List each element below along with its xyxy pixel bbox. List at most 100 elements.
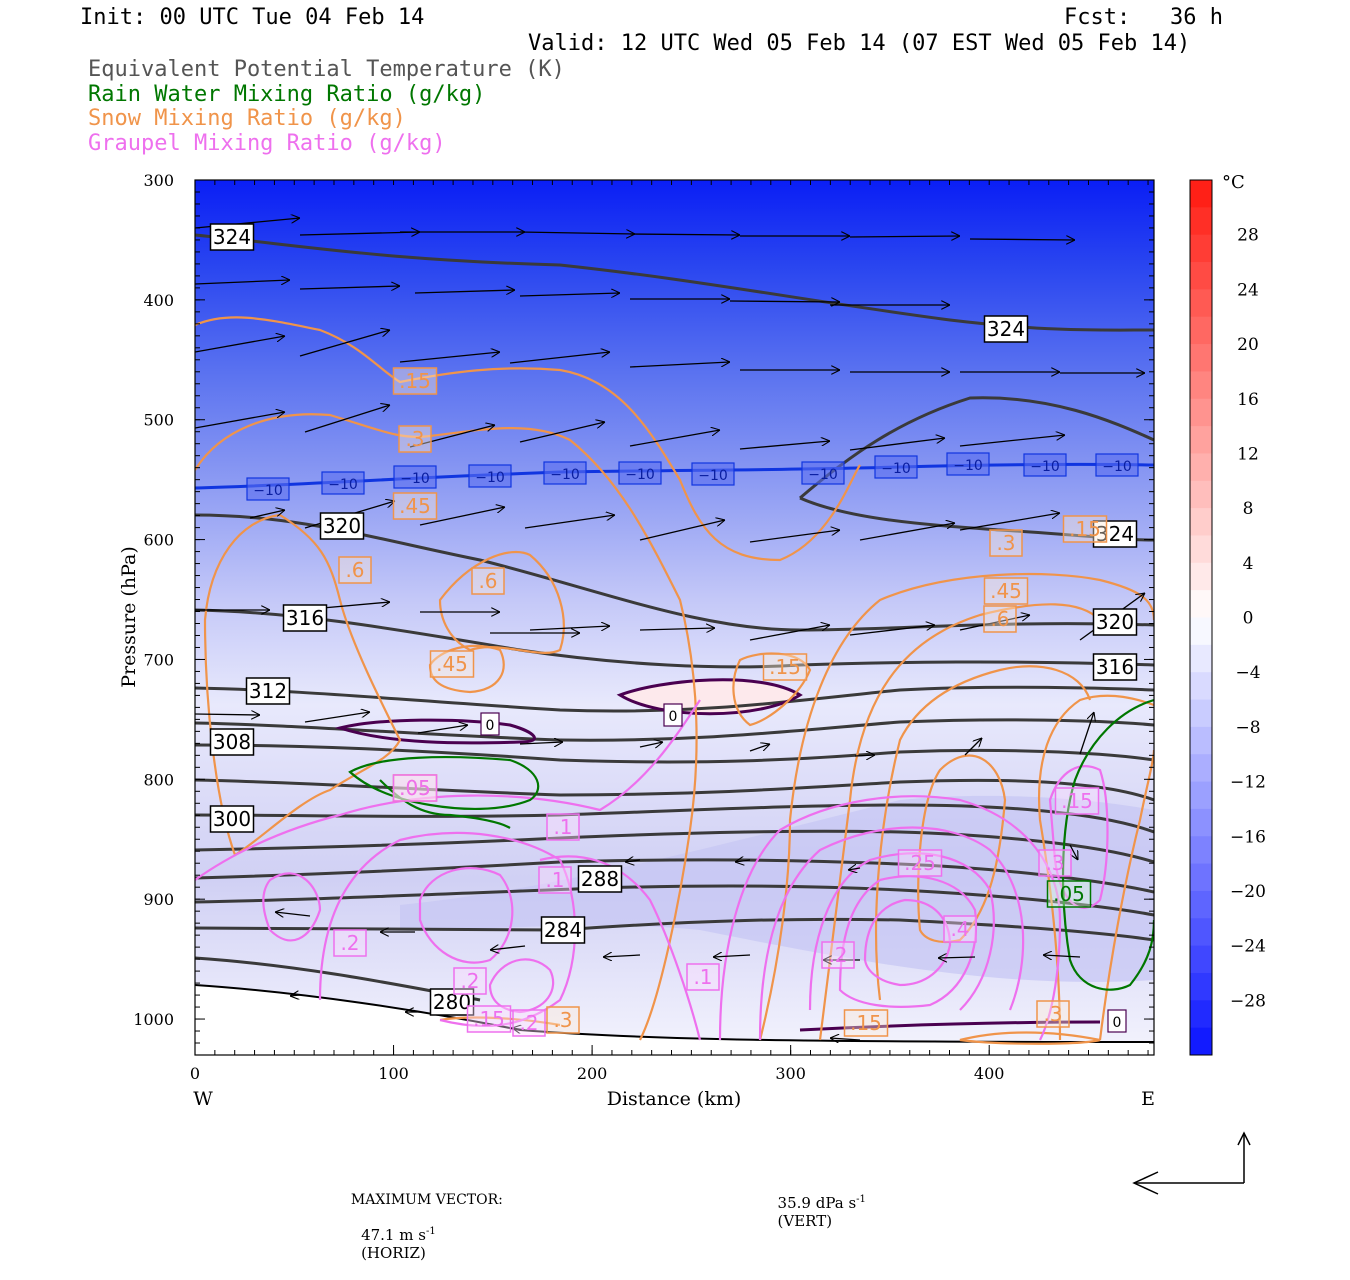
isotherm-label-text: −10	[808, 467, 838, 483]
isotherm-label-text: −10	[475, 470, 505, 486]
isotherm-label-text: −10	[698, 468, 728, 484]
colorbar-segment	[1190, 617, 1212, 646]
graupel-label-text: .2	[828, 943, 847, 967]
theta-e-label-text: 300	[213, 807, 251, 831]
snow-label-text: .6	[990, 607, 1009, 631]
theta-e-label-box	[209, 223, 255, 251]
snow-label-text: .45	[990, 579, 1022, 603]
colorbar-tick-label: 24	[1237, 280, 1259, 300]
theta-e-label: 320	[319, 512, 365, 540]
colorbar-tick-label: −16	[1230, 827, 1266, 847]
snow-label: .45	[429, 650, 475, 678]
snow-label-box	[843, 1009, 889, 1037]
isotherm-label: −10	[874, 455, 918, 479]
snow-label: .45	[392, 492, 438, 520]
snow-label: .6	[983, 605, 1017, 633]
max-horiz-unit: (HORIZ)	[361, 1244, 426, 1262]
colorbar-segment	[1190, 344, 1212, 372]
colorbar-segment	[1190, 918, 1212, 947]
theta-e-label: 284	[540, 916, 586, 944]
snow-label-box	[392, 492, 438, 520]
colorbar-segment	[1190, 316, 1212, 345]
theta-e-label-text: 288	[581, 867, 619, 891]
colorbar-segment	[1190, 1000, 1212, 1029]
isotherm-label-box	[543, 461, 587, 485]
isotherm-label-box	[1095, 453, 1139, 477]
x-tick-label: 100	[378, 1064, 409, 1083]
theta-e-label: 324	[209, 223, 255, 251]
isotherm-label: −10	[321, 471, 365, 495]
snow-label-text: .05	[399, 776, 431, 800]
theta-e-label-box	[1092, 608, 1138, 636]
graupel-label-box	[538, 866, 572, 894]
snow-label-box	[983, 605, 1017, 633]
snow-label-text: .45	[436, 652, 468, 676]
theta-e-label-text: 312	[249, 679, 287, 703]
theta-e-label-box	[540, 916, 586, 944]
isotherm-label: −10	[618, 461, 662, 485]
isotherm-label-box	[801, 461, 845, 485]
colorbar-segment	[1190, 726, 1212, 755]
isotherm-label: −10	[393, 465, 437, 489]
snow-label-text: .45	[399, 494, 431, 518]
theta-e-label: 288	[577, 865, 623, 893]
isotherm-label: −10	[1023, 453, 1067, 477]
snow-label-box	[546, 1006, 580, 1034]
snow-label-text: .6	[478, 569, 497, 593]
snow-label-text: .15	[399, 369, 431, 393]
rain-label: .05	[1046, 880, 1092, 908]
forecast-hour: Fcst: 36 h	[1064, 5, 1223, 30]
colorbar-segment	[1190, 234, 1212, 263]
colorbar-segment	[1190, 972, 1212, 1001]
isotherm-label: −10	[246, 477, 290, 501]
theta-e-label-text: 324	[987, 317, 1025, 341]
isotherm-label-box	[618, 461, 662, 485]
legend-theta-e: Equivalent Potential Temperature (K)	[88, 57, 565, 82]
colorbar-segment	[1190, 863, 1212, 892]
snow-label-text: .15	[1069, 517, 1101, 541]
graupel-label-box	[686, 963, 720, 991]
isotherm-label-box	[946, 452, 990, 476]
theta-e-label-box	[209, 728, 255, 756]
colorbar-segment	[1190, 453, 1212, 482]
init-time: Init: 00 UTC Tue 04 Feb 14	[80, 5, 425, 30]
colorbar-tick-label: 12	[1237, 444, 1259, 464]
snow-label: .15	[762, 653, 808, 681]
graupel-label: .15	[466, 1005, 512, 1033]
isotherm-label-box	[468, 464, 512, 488]
graupel-label-text: .1	[545, 868, 564, 892]
snow-label-box	[471, 567, 505, 595]
isotherm-label-text: −10	[328, 477, 358, 493]
reference-vector	[1132, 1131, 1251, 1195]
axis-ticks: 0 100 200 300 400 300 400 500 600 700 800 900 1000	[133, 171, 1154, 1083]
zero-degree-label: 0	[1107, 1009, 1127, 1033]
snow-label-text: .3	[405, 427, 424, 451]
graupel-label-box	[453, 967, 487, 995]
theta-e-label-box	[983, 315, 1029, 343]
graupel-label: .2	[453, 967, 487, 995]
graupel-label: .2	[821, 941, 855, 969]
graupel-label: .3	[1038, 849, 1072, 877]
x-tick-label: 300	[775, 1064, 806, 1083]
snow-label-box	[338, 556, 372, 584]
y-tick-label: 1000	[133, 1010, 174, 1029]
graupel-label-text: .05	[399, 776, 431, 800]
isotherm-label-box	[393, 465, 437, 489]
graupel-label-box	[1038, 849, 1072, 877]
snow-label: .6	[338, 556, 372, 584]
theta-e-label-text: 316	[286, 606, 324, 630]
graupel-label-box	[821, 941, 855, 969]
y-axis-title: Pressure (hPa)	[118, 546, 140, 688]
snow-label: .3	[1036, 1000, 1070, 1028]
theta-e-label-box	[319, 512, 365, 540]
isotherm-label-box	[246, 477, 290, 501]
graupel-label: .1	[686, 963, 720, 991]
snow-label-text: .3	[1043, 1002, 1062, 1026]
graupel-label-box	[943, 915, 977, 943]
legend-graupel: Graupel Mixing Ratio (g/kg)	[88, 131, 446, 156]
y-tick-label: 300	[143, 171, 174, 190]
colorbar-segment	[1190, 754, 1212, 783]
snow-label-text: .15	[850, 1011, 882, 1035]
colorbar-segment	[1190, 480, 1212, 509]
graupel-label-text: .4	[950, 917, 969, 941]
